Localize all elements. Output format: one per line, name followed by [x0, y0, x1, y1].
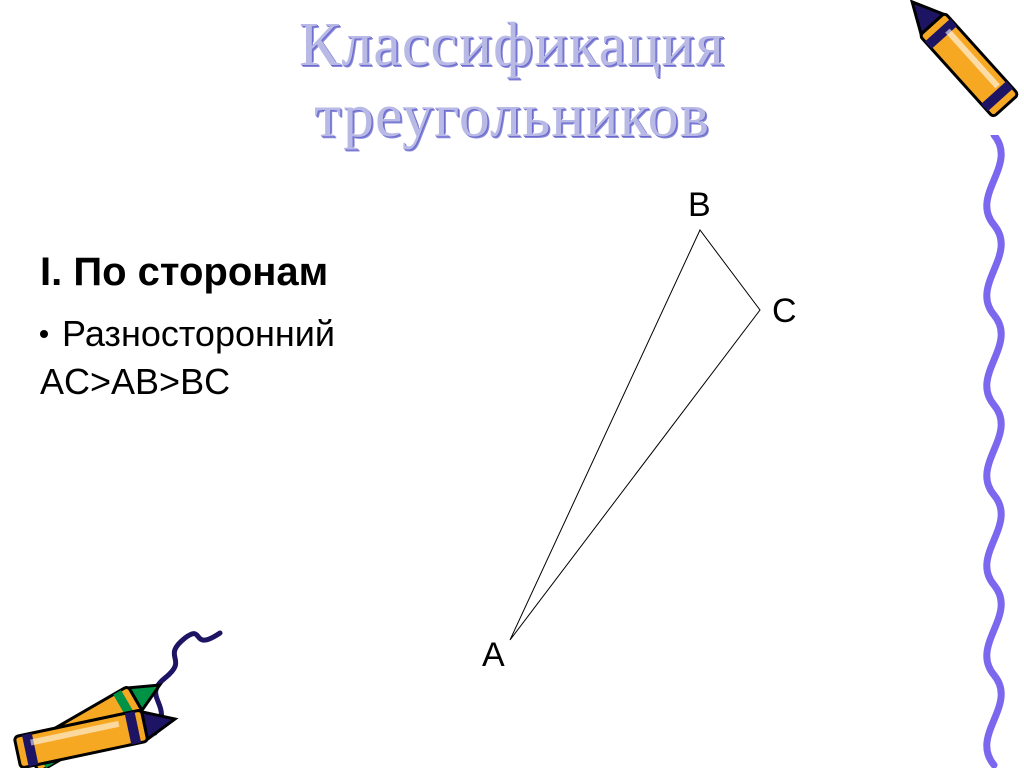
- vertex-label-a: A: [482, 636, 505, 675]
- squiggle-right-icon: [964, 135, 1024, 768]
- bullet-text: Разносторонний: [62, 313, 335, 355]
- crayons-bottom-left-icon: [0, 603, 250, 768]
- triangle-svg: [440, 210, 960, 710]
- triangle-diagram: A B C: [440, 210, 960, 710]
- vertex-label-b: B: [688, 186, 711, 225]
- bullet-row: Разносторонний: [40, 313, 460, 355]
- title-line-2: треугольников: [0, 81, 1024, 152]
- triangle-polygon: [510, 230, 760, 640]
- title-line-1: Классификация: [0, 10, 1024, 81]
- inequality-formula: AC>AB>BC: [40, 361, 460, 403]
- vertex-label-c: C: [772, 292, 797, 331]
- section-heading: I. По сторонам: [40, 250, 460, 295]
- bullet-dot-icon: [40, 330, 48, 338]
- content-block: I. По сторонам Разносторонний AC>AB>BC: [40, 250, 460, 403]
- slide-title: Классификация треугольников: [0, 10, 1024, 153]
- slide-stage: Классификация треугольников I. По сторон…: [0, 0, 1024, 768]
